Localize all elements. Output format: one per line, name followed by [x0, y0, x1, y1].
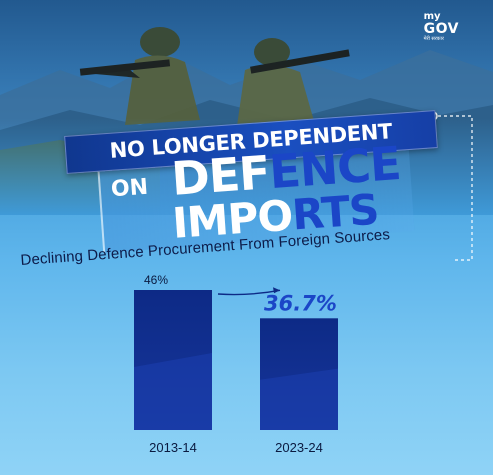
value-label-2023-24: 36.7% — [264, 291, 337, 315]
bar-shade-2023-24 — [260, 368, 338, 430]
tick-label-2013-14: 2013-14 — [149, 440, 197, 455]
logo-tagline: मेरी सरकार — [423, 36, 444, 42]
logo-my-text: my — [423, 11, 441, 22]
tick-label-2023-24: 2023-24 — [275, 440, 323, 455]
mygov-logo: my GOV मेरी सरकार — [424, 12, 459, 43]
decline-arrow-head — [273, 287, 280, 294]
logo-gov-text: GOV — [423, 21, 459, 37]
value-label-2013-14: 46% — [144, 273, 168, 287]
bar-shade-2013-14 — [134, 353, 212, 430]
